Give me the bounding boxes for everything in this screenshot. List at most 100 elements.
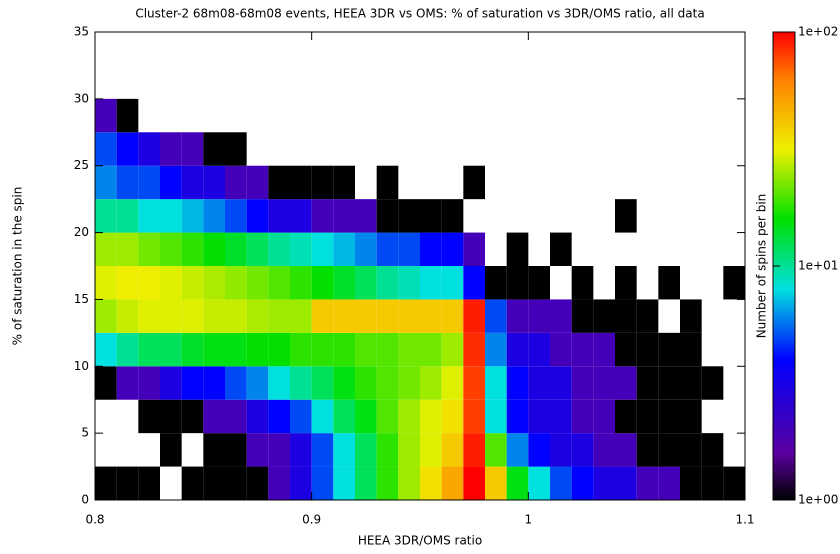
heatmap-cell (246, 332, 269, 367)
heatmap-cell (333, 165, 355, 200)
y-tick-label: 25 (74, 158, 89, 172)
heatmap-cell (95, 366, 117, 400)
heatmap-cell (593, 466, 615, 500)
heatmap-cell (160, 132, 182, 166)
heatmap-cell (333, 466, 355, 500)
heatmap-cell (203, 199, 225, 233)
heatmap-cell (290, 366, 312, 400)
heatmap-cell (701, 366, 724, 400)
y-tick-label: 5 (81, 426, 89, 440)
heatmap-cell (116, 366, 139, 400)
heatmap-cell (311, 299, 334, 333)
heatmap-cell (680, 332, 702, 367)
heatmap-cell (376, 266, 399, 300)
heatmap-cell (571, 266, 594, 300)
heatmap-cell (615, 199, 637, 233)
heatmap-cell (550, 232, 572, 266)
heatmap-cell (138, 266, 160, 300)
heatmap-cell (95, 232, 117, 266)
heatmap-cell (355, 332, 377, 367)
heatmap-cell (333, 266, 355, 300)
heatmap-cell (138, 366, 160, 400)
heatmap-cell (636, 332, 659, 367)
heatmap-cell (550, 332, 572, 367)
y-tick-label: 10 (74, 359, 89, 373)
heatmap-cell (160, 332, 182, 367)
heatmap-cell (355, 399, 377, 434)
heatmap-cell (355, 299, 377, 333)
heatmap-cell (290, 199, 312, 233)
heatmap-cell (463, 399, 485, 434)
heatmap-cell (636, 299, 659, 333)
heatmap-cell (593, 366, 615, 400)
heatmap-cell (463, 165, 485, 200)
heatmap-cell (160, 299, 182, 333)
heatmap-cell (463, 299, 485, 333)
heatmap-cell (268, 466, 290, 500)
heatmap-cell (203, 132, 225, 166)
heatmap-cell (311, 399, 334, 434)
heatmap-cell (658, 399, 680, 434)
heatmap-cell (593, 299, 615, 333)
heatmap-cell (355, 466, 377, 500)
x-tick-label: 1.1 (735, 513, 754, 527)
heatmap-cell (376, 366, 399, 400)
heatmap-cell (160, 165, 182, 200)
x-axis-label: HEEA 3DR/OMS ratio (358, 534, 482, 548)
heatmap-cell (246, 433, 269, 467)
heatmap-cell (463, 266, 485, 300)
heatmap-cell (268, 299, 290, 333)
heatmap-cell (246, 299, 269, 333)
heatmap-cell (615, 433, 637, 467)
heatmap-cell (528, 433, 550, 467)
heatmap-cell (181, 266, 204, 300)
heatmap-cell (528, 266, 550, 300)
heatmap-cell (160, 266, 182, 300)
heatmap-cell (528, 332, 550, 367)
heatmap-cell (116, 132, 139, 166)
heatmap-cell (550, 433, 572, 467)
heatmap-cell (485, 266, 507, 300)
heatmap-cell (311, 165, 334, 200)
heatmap-cell (95, 332, 117, 367)
heatmap-cell (138, 332, 160, 367)
heatmap-cell (398, 299, 420, 333)
heatmap-cell (225, 232, 247, 266)
heatmap-cell (181, 199, 204, 233)
heatmap-cell (528, 466, 550, 500)
heatmap-cell (680, 399, 702, 434)
heatmap-cell (636, 399, 659, 434)
heatmap-cell (268, 433, 290, 467)
colorbar-label: Number of spins per bin (755, 194, 769, 339)
heatmap-cell (615, 366, 637, 400)
heatmap-cell (246, 399, 269, 434)
heatmap-cell (311, 466, 334, 500)
heatmap-cell (658, 332, 680, 367)
heatmap-cell (550, 466, 572, 500)
heatmap-cell (723, 466, 745, 500)
heatmap-cell (506, 232, 529, 266)
heatmap-cell (95, 299, 117, 333)
heatmap-cell (658, 366, 680, 400)
heatmap-cell (181, 366, 204, 400)
heatmap-cell (506, 299, 529, 333)
heatmap-cell (246, 366, 269, 400)
heatmap-cell (290, 433, 312, 467)
heatmap-cell (485, 299, 507, 333)
heatmap-cell (398, 332, 420, 367)
heatmap-cell (160, 433, 182, 467)
heatmap-cell (441, 366, 464, 400)
chart-title: Cluster-2 68m08-68m08 events, HEEA 3DR v… (135, 7, 704, 21)
heatmap-cell (398, 433, 420, 467)
heatmap-cell (225, 132, 247, 166)
heatmap-cell (571, 366, 594, 400)
x-tick-label: 0.8 (85, 513, 104, 527)
heatmap-cell (138, 399, 160, 434)
heatmap-cell (658, 433, 680, 467)
heatmap-cell (441, 199, 464, 233)
heatmap-cell (355, 366, 377, 400)
heatmap-cell (463, 366, 485, 400)
heatmap-cell (225, 266, 247, 300)
heatmap-cell (246, 266, 269, 300)
heatmap-cell (441, 466, 464, 500)
